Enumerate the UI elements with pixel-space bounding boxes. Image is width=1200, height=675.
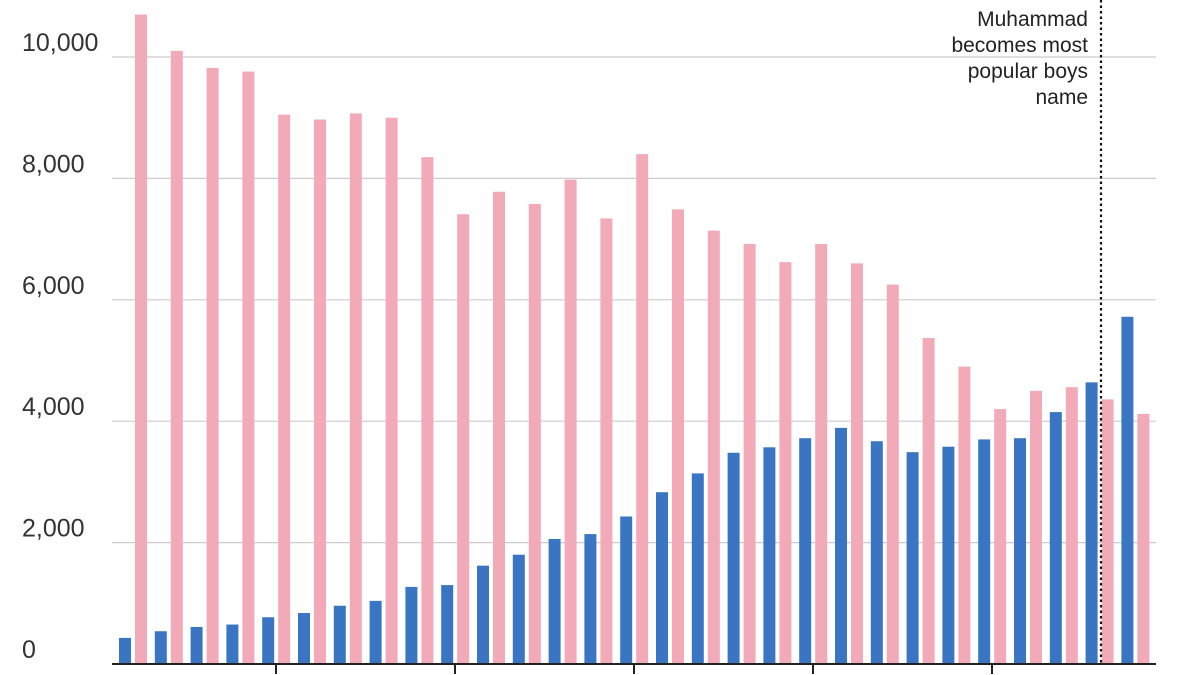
bar-pink [672,209,684,664]
annotation-text-line: becomes most [951,34,1088,57]
y-tick-label: 8,000 [22,150,85,178]
bar-blue [1014,438,1026,664]
bar-pink [242,71,255,665]
y-tick-label: 0 [22,636,36,664]
bar-pink [135,14,147,664]
bar-pink [1137,413,1150,664]
bar-pink [528,203,541,665]
bar-pink [707,230,720,665]
bar-pink [886,284,899,664]
bar-blue [262,617,275,664]
axes [112,663,1156,674]
bar-blue [691,473,704,664]
bar-pink [1030,390,1042,664]
bar-blue [763,447,776,664]
bar-blue [154,631,167,664]
bar-blue [333,605,346,664]
tick-labels: 0 2,000 4,000 6,000 8,000 10,000 [22,29,98,664]
bar-pink [314,119,326,665]
bar-blue [1085,382,1098,664]
y-tick-label: 4,000 [22,393,85,421]
bar-pink [851,263,863,664]
bar-pink [922,338,935,664]
bar-pink [1101,399,1114,664]
bar-pink [170,50,183,665]
annotation-text-line: popular boys [968,60,1088,83]
bar-pink [1065,387,1078,664]
bar-blue [656,492,668,664]
bar-pink [278,114,291,665]
bar-blue [369,600,382,664]
bar-blue [226,624,239,664]
bar-blue [906,452,919,664]
bar-blue [477,565,489,664]
bar-pink [349,113,362,665]
bar-blue [835,427,847,664]
bar-blue [942,446,955,664]
bar-blue [119,637,131,664]
bar-blue [584,534,597,664]
annotation: Muhammad becomes most popular boys name [951,0,1103,664]
bar-pink [994,409,1007,664]
y-tick-label: 2,000 [22,515,85,543]
y-tick-label: 6,000 [22,272,85,300]
bar-pink [206,67,219,664]
bar-blue [870,441,883,664]
bar-pink [421,157,434,664]
bar-blue [190,626,203,664]
bar-pink [493,191,505,664]
bar-pink [385,117,398,664]
bar-blue [512,554,525,664]
bar-pink [743,243,756,664]
bar-blue [799,438,812,664]
bar-blue [441,585,454,664]
bar-blue [727,452,740,664]
bar-pink [600,218,613,664]
y-tick-label: 10,000 [22,29,98,57]
bar-blue [1049,412,1062,664]
bar-blue [298,613,310,664]
bars [119,14,1150,665]
bar-pink [457,214,470,664]
bar-blue [620,516,633,664]
bar-pink [958,366,971,664]
bar-pink [779,262,792,664]
bar-pink [564,179,577,664]
bar-blue [978,439,991,664]
bar-blue [405,586,418,664]
bar-blue [548,538,561,664]
bar-blue [1121,316,1134,664]
bar-pink [636,154,649,664]
annotation-text-line: name [1035,86,1088,109]
bar-pink [815,243,828,664]
annotation-text-line: Muhammad [977,8,1088,31]
